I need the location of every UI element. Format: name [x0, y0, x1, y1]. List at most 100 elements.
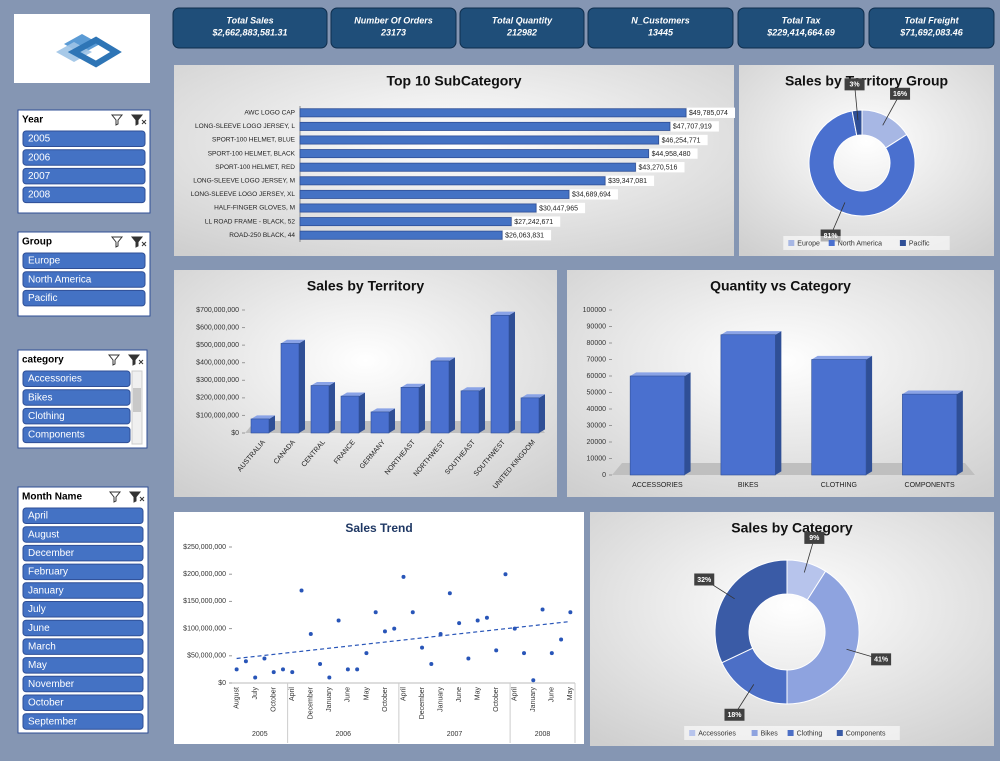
slicer-item[interactable] — [22, 526, 144, 543]
slicer-item-label[interactable]: Accessories — [28, 374, 82, 385]
marker — [382, 629, 387, 634]
floor — [612, 463, 975, 475]
slicer-item[interactable] — [22, 167, 146, 185]
slicer-item[interactable] — [22, 638, 144, 655]
slicer-item[interactable] — [22, 601, 144, 618]
x-tick-label: January — [437, 687, 444, 712]
slicer-item-label[interactable]: March — [28, 642, 56, 653]
slicer-item-label[interactable]: 2005 — [28, 134, 51, 145]
slicer-item-label[interactable]: Clothing — [28, 411, 65, 422]
slicer-item-label[interactable]: Pacific — [28, 293, 57, 304]
filter-icon — [110, 236, 124, 248]
x-tick-label: May — [475, 687, 482, 701]
slicer-item-label[interactable]: 2006 — [28, 152, 51, 163]
slicer-item[interactable] — [22, 675, 144, 693]
slicer-item[interactable] — [22, 563, 144, 581]
slicer-item[interactable] — [22, 619, 144, 637]
kpi-label: Total Tax — [782, 15, 822, 25]
bar — [280, 343, 300, 434]
y-tick-label: 80000 — [587, 340, 607, 347]
y-tick-label: $250,000,000 — [183, 544, 226, 551]
y-tick-label: $0 — [231, 430, 239, 437]
slicer-item[interactable] — [22, 149, 146, 166]
marker — [549, 651, 554, 656]
slicer-item-label[interactable]: Components — [28, 430, 85, 441]
marker — [271, 670, 276, 675]
data-label-box — [890, 87, 911, 100]
slicer-item[interactable] — [22, 507, 144, 524]
marker — [531, 678, 536, 683]
x-group-label: 2008 — [535, 731, 551, 738]
bar-side — [329, 381, 335, 433]
slicer-item[interactable] — [22, 657, 144, 674]
legend-swatch — [689, 730, 696, 736]
bar — [299, 189, 570, 199]
kpi-card — [868, 7, 995, 49]
bar — [310, 385, 330, 434]
bar — [460, 390, 480, 434]
slicer-item-label[interactable]: September — [28, 716, 78, 727]
marker — [475, 618, 480, 623]
bar-side — [449, 357, 455, 433]
slicer-item-label[interactable]: February — [28, 567, 68, 578]
slicer-item-label[interactable]: June — [28, 623, 50, 634]
slicer-item-label[interactable]: October — [28, 698, 64, 709]
slicer-item[interactable] — [22, 289, 146, 307]
slicer-item-label[interactable]: Europe — [28, 256, 61, 267]
scroll-thumb[interactable] — [133, 388, 141, 412]
y-tick-label: $0 — [218, 680, 226, 687]
slicer-item[interactable] — [22, 544, 144, 562]
slicer-item-label[interactable]: May — [28, 660, 47, 671]
data-label-box — [670, 121, 719, 132]
slicer-item-label[interactable]: North America — [28, 274, 92, 285]
slicer-item[interactable] — [22, 186, 146, 204]
marker — [559, 637, 564, 642]
slicer-item-label[interactable]: November — [28, 679, 75, 690]
bar-side — [684, 372, 691, 475]
marker — [568, 610, 573, 615]
bar-side — [775, 331, 782, 475]
slicer-item[interactable] — [22, 713, 144, 730]
slicer-item-label[interactable]: Bikes — [28, 392, 52, 403]
slicer-item[interactable] — [22, 389, 131, 406]
data-label-box — [537, 202, 586, 214]
slicer-item-label[interactable]: January — [28, 585, 64, 596]
slicer-item[interactable] — [22, 130, 146, 147]
bar — [400, 387, 420, 434]
x-tick-label: BIKES — [738, 482, 759, 489]
slicer-item[interactable] — [22, 370, 131, 387]
legend-label: Pacific — [909, 240, 930, 247]
slicer-title: Year — [22, 115, 43, 126]
kpi-value: 13445 — [648, 27, 674, 37]
panel — [590, 512, 994, 746]
slicer-item[interactable] — [22, 426, 131, 444]
slicer-item[interactable] — [22, 271, 146, 288]
filter-icon — [110, 114, 124, 126]
bar-side — [359, 392, 365, 433]
marker — [484, 615, 489, 620]
bar-side — [389, 408, 395, 433]
slicer-item[interactable] — [22, 252, 146, 269]
kpi-value: 23173 — [380, 27, 406, 37]
slicer-item-label[interactable]: 2008 — [28, 190, 51, 201]
slicer-item[interactable] — [22, 582, 144, 599]
y-tick-label: $150,000,000 — [183, 598, 226, 605]
kpi-value: 212982 — [506, 27, 537, 37]
bar — [250, 418, 270, 434]
bar — [340, 395, 360, 434]
legend-label: Europe — [797, 240, 820, 247]
slicer-item[interactable] — [22, 407, 131, 425]
slicer-item-label[interactable]: December — [28, 548, 75, 559]
legend-box — [783, 236, 950, 250]
slicer-title: category — [22, 355, 64, 366]
bar — [299, 162, 636, 172]
slicer-item-label[interactable]: August — [28, 529, 59, 540]
slicer-item-label[interactable]: April — [28, 511, 48, 522]
slicer-item-label[interactable]: 2007 — [28, 171, 51, 182]
slicer-item-label[interactable]: July — [28, 604, 46, 615]
marker — [253, 675, 258, 680]
bar — [299, 108, 687, 118]
data-label-box — [503, 230, 552, 241]
y-tick-label: $50,000,000 — [187, 653, 226, 660]
slicer-item[interactable] — [22, 694, 144, 711]
